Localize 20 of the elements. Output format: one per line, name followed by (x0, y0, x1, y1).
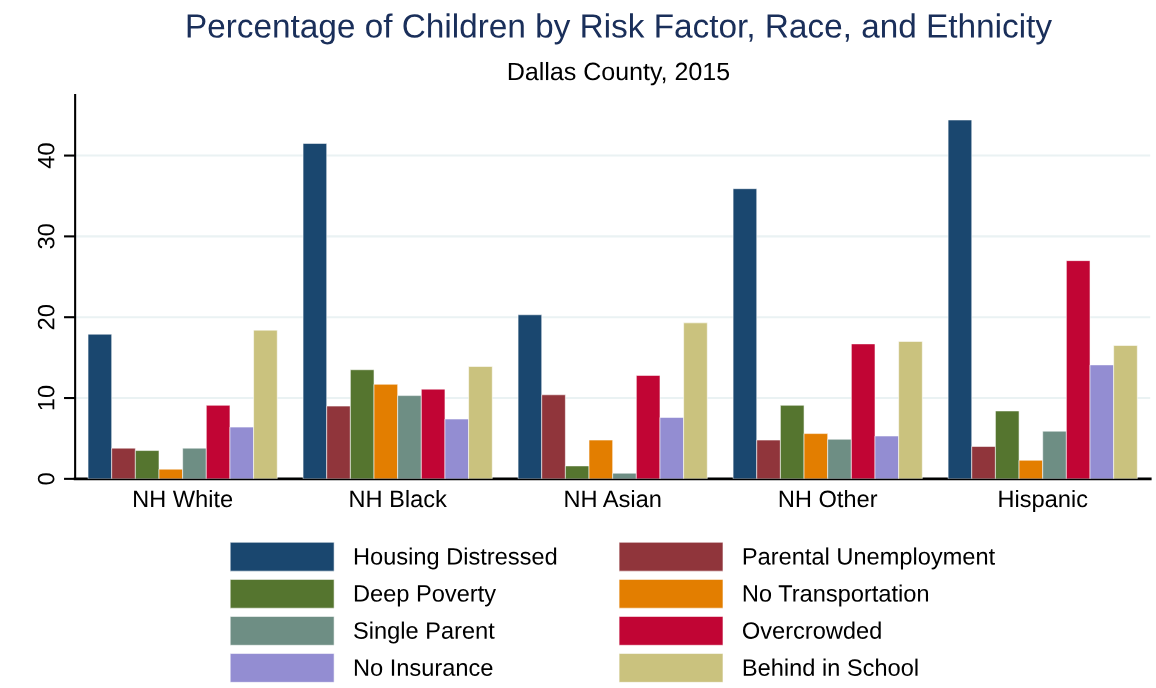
y-tick-label: 0 (37, 473, 55, 485)
legend-label: Overcrowded (742, 621, 881, 639)
x-tick-label: NH White (134, 489, 233, 508)
legend-label: No Insurance (354, 659, 493, 676)
y-tick-label: 30 (37, 224, 55, 249)
legend-label: Behind in School (743, 658, 918, 676)
y-tick-label: 20 (37, 305, 55, 330)
legend-label: Parental Unemployment (743, 547, 995, 570)
x-tick-label: NH Asian (565, 489, 661, 508)
legend-label: Housing Distressed (354, 547, 557, 570)
chart-title: Percentage of Children by Risk Factor, Race, and Ethnicity (187, 13, 1052, 45)
x-tick-label: NH Black (350, 489, 447, 508)
x-tick-label: Hispanic (999, 489, 1088, 512)
y-tick-label: 10 (37, 385, 55, 410)
chart-subtitle: Dallas County, 2015 (508, 61, 730, 86)
legend-label: No Transportation (743, 584, 929, 607)
y-tick-label: 40 (37, 143, 55, 169)
x-tick-label: NH Other (779, 489, 878, 508)
legend-label: Single Parent (354, 621, 495, 644)
legend-label: Deep Poverty (354, 585, 496, 607)
